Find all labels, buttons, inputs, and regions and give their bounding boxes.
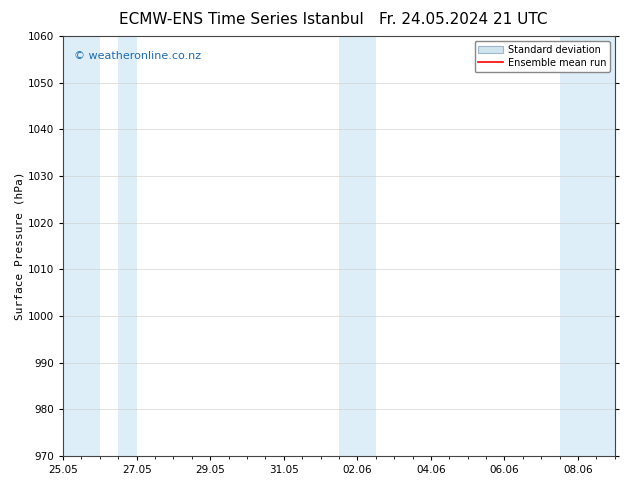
Legend: Standard deviation, Ensemble mean run: Standard deviation, Ensemble mean run xyxy=(474,41,610,72)
Text: © weatheronline.co.nz: © weatheronline.co.nz xyxy=(74,51,201,61)
Bar xyxy=(63,36,100,456)
Bar xyxy=(339,36,376,456)
Bar xyxy=(560,36,615,456)
Y-axis label: Surface Pressure (hPa): Surface Pressure (hPa) xyxy=(15,172,25,320)
Text: ECMW-ENS Time Series Istanbul: ECMW-ENS Time Series Istanbul xyxy=(119,12,363,27)
Bar xyxy=(118,36,136,456)
Text: Fr. 24.05.2024 21 UTC: Fr. 24.05.2024 21 UTC xyxy=(378,12,547,27)
